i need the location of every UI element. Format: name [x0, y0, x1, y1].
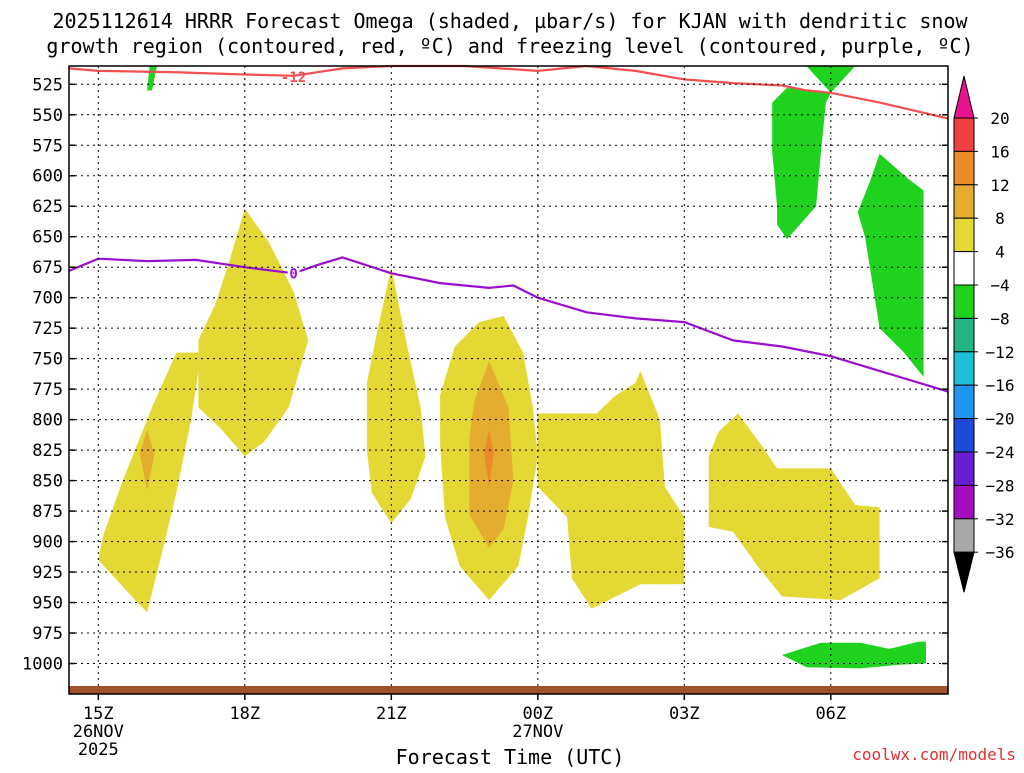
y-tick-label-1000: 1000	[22, 655, 63, 675]
y-tick-label-625: 625	[32, 197, 63, 217]
colorbar-label-4: 4	[995, 243, 1005, 262]
colorbar-bottom-arrow	[953, 551, 975, 593]
colorbar-bin-1	[953, 117, 975, 152]
omega-region-12	[782, 641, 926, 669]
colorbar-label-3: 8	[995, 209, 1005, 228]
colorbar-label-11: −28	[986, 476, 1015, 495]
colorbar-label-6: −8	[990, 309, 1009, 328]
y-tick-label-725: 725	[32, 319, 63, 339]
y-tick-label-850: 850	[32, 472, 63, 492]
y-tick-label-925: 925	[32, 563, 63, 583]
x-tick-label-03Z: 03Z	[669, 704, 700, 724]
y-tick-label-950: 950	[32, 594, 63, 614]
contour-label-minus12: -12	[281, 70, 306, 86]
plot-frame	[68, 65, 949, 695]
x-tick-label-21Z: 21Z	[376, 704, 407, 724]
y-tick-label-750: 750	[32, 350, 63, 370]
colorbar-bin-7	[953, 317, 975, 353]
colorbar-bin-10	[953, 418, 975, 453]
colorbar-label-7: −12	[986, 343, 1015, 362]
y-axis: 525 550 575 600 625 650 675 700 725 750 775 800 825 8…	[22, 75, 948, 675]
colorbar-bin-11	[953, 451, 975, 486]
x-tick-label-00Z: 00Z	[522, 704, 553, 724]
colorbar-label-1: 16	[990, 142, 1009, 161]
omega-region-7	[537, 370, 685, 609]
chart-title-line-2: growth region (contoured, red, ºC) and f…	[46, 34, 973, 58]
omega-region-2	[366, 267, 426, 524]
colorbar-label-8: −16	[986, 376, 1015, 395]
omega-region-9	[147, 66, 157, 91]
colorbar-label-5: −4	[990, 276, 1009, 295]
omega-region-11	[857, 153, 924, 377]
colorbar-label-2: 12	[990, 176, 1009, 195]
y-tick-label-525: 525	[32, 75, 63, 95]
x-tick-year-15Z: 2025	[78, 740, 119, 760]
contour-lines: -12 0	[68, 64, 949, 393]
contour-line-0	[68, 64, 949, 120]
colorbar-bin-2	[953, 150, 975, 186]
y-tick-label-800: 800	[32, 411, 63, 431]
y-tick-label-825: 825	[32, 441, 63, 461]
colorbar: 20 16 12 8 4 −4 −8 −12 −16 −20 −24 −28 −32 −36	[953, 75, 1015, 593]
y-tick-label-775: 775	[32, 380, 63, 400]
colorbar-label-12: −32	[986, 510, 1015, 529]
x-tick-label-18Z: 18Z	[229, 704, 260, 724]
omega-region-10	[772, 66, 856, 240]
omega-region-5	[484, 429, 494, 487]
colorbar-label-10: −24	[986, 443, 1015, 462]
colorbar-label-13: −36	[986, 543, 1015, 562]
terrain-strip	[69, 686, 948, 694]
colorbar-bin-3	[953, 184, 975, 219]
y-tick-label-700: 700	[32, 289, 63, 309]
colorbar-bin-4	[953, 217, 975, 253]
omega-region-8	[708, 413, 880, 601]
colorbar-bin-12	[953, 484, 975, 520]
y-tick-label-550: 550	[32, 106, 63, 126]
contour-line-1	[68, 256, 949, 393]
grid-lines	[69, 66, 948, 694]
y-tick-label-900: 900	[32, 533, 63, 553]
credit-text: coolwx.com/models	[852, 745, 1016, 764]
y-tick-label-600: 600	[32, 167, 63, 187]
colorbar-bin-6	[953, 284, 975, 319]
x-tick-date-15Z: 26NOV	[73, 722, 124, 742]
y-tick-label-975: 975	[32, 624, 63, 644]
y-tick-label-675: 675	[32, 258, 63, 278]
contour-label-0: 0	[289, 266, 297, 282]
chart-title-line-1: 2025112614 HRRR Forecast Omega (shaded, …	[52, 9, 968, 33]
y-tick-label-575: 575	[32, 136, 63, 156]
colorbar-label-9: −20	[986, 410, 1015, 429]
colorbar-bin-9	[953, 384, 975, 420]
x-tick-label-06Z: 06Z	[815, 704, 846, 724]
colorbar-top-arrow	[953, 75, 975, 119]
contour-label-bg-0	[287, 265, 300, 280]
colorbar-bin-8	[953, 351, 975, 386]
x-tick-date-00Z: 27NOV	[512, 722, 563, 742]
y-tick-label-875: 875	[32, 502, 63, 522]
omega-region-1	[198, 208, 309, 457]
colorbar-bin-13	[953, 518, 975, 553]
colorbar-label-0: 20	[990, 109, 1009, 128]
x-axis-label: Forecast Time (UTC)	[396, 745, 625, 768]
x-tick-label-15Z: 15Z	[83, 704, 114, 724]
colorbar-bin-5	[953, 251, 975, 286]
y-tick-label-650: 650	[32, 228, 63, 248]
omega-shading	[98, 66, 926, 669]
omega-region-6	[139, 429, 155, 491]
